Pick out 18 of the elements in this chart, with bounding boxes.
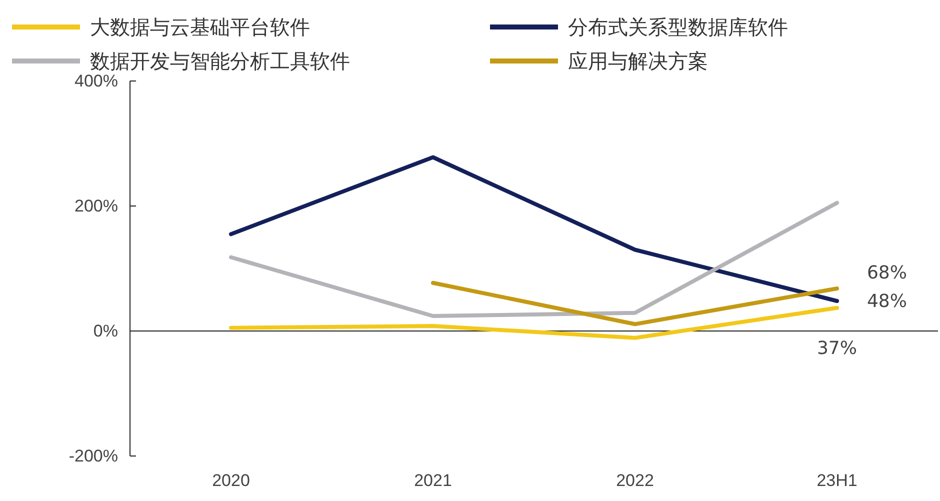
data-label: 48% — [866, 291, 908, 312]
data-label: 37% — [816, 338, 858, 359]
x-tick-label: 2021 — [414, 471, 452, 490]
y-tick-label: -200% — [68, 446, 118, 466]
data-label: 68% — [866, 262, 908, 284]
x-tick-label: 2022 — [616, 471, 654, 490]
legend-label: 分布式关系型数据库软件 — [568, 15, 788, 39]
line-series — [229, 306, 839, 340]
x-tick-label: 2020 — [212, 471, 250, 490]
legend-label: 应用与解决方案 — [568, 49, 708, 73]
line-series — [229, 200, 839, 318]
x-tick-label: 23H1 — [816, 471, 858, 490]
line-series — [229, 155, 839, 303]
y-tick-label: 0% — [93, 321, 118, 340]
y-tick-label: 200% — [74, 196, 118, 216]
legend-label: 大数据与云基础平台软件 — [90, 15, 310, 39]
legend-label: 数据开发与智能分析工具软件 — [90, 49, 350, 73]
y-tick-label: 400% — [74, 71, 118, 90]
